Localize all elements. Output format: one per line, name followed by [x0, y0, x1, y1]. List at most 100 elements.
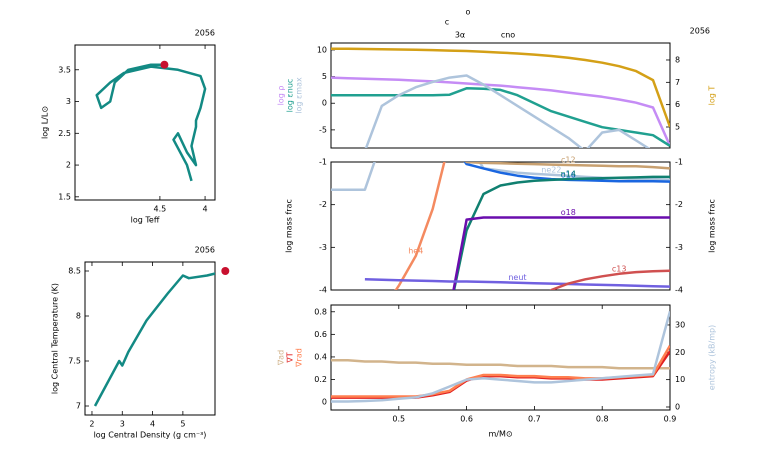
plot-frame	[330, 161, 671, 291]
y-tick-label: 2	[66, 161, 71, 170]
x-tick-label: 4	[203, 205, 208, 214]
y2-tick-label: 6	[675, 100, 680, 109]
y-tick-label: 0	[322, 398, 327, 407]
data-line	[331, 76, 670, 147]
plot-area	[93, 272, 215, 407]
y2-tick-label: 30	[675, 320, 685, 329]
legend-label: log εmax	[295, 77, 304, 114]
plot-area	[331, 162, 670, 290]
legend-label: neut	[508, 273, 526, 282]
legend-label: log T	[708, 86, 717, 106]
y2-axis-label: log mass frac	[708, 199, 717, 253]
legend-label: o16	[561, 170, 576, 179]
legend-label: c12	[561, 155, 576, 164]
y-tick-label: 2.5	[58, 129, 71, 138]
y-tick-label: 5	[322, 72, 327, 81]
data-line	[394, 162, 446, 290]
model-number: 2056	[195, 246, 215, 255]
data-line	[364, 278, 670, 288]
annotation: cno	[501, 31, 515, 40]
data-line	[93, 272, 215, 407]
y-tick-label: 8	[76, 312, 81, 321]
legend-label: o18	[561, 208, 576, 217]
legend-label: ne22	[541, 165, 561, 174]
x-tick-label: 2	[89, 420, 94, 429]
x-tick-label: 5	[180, 420, 185, 429]
y-tick-label: 1.5	[58, 192, 71, 201]
legend-label: c13	[612, 264, 627, 273]
data-line	[364, 74, 651, 148]
y2-tick-label: 0	[675, 402, 680, 411]
model-number: 2056	[690, 27, 710, 36]
x-tick-label: 0.7	[528, 415, 541, 424]
plot-area	[331, 47, 670, 148]
y2-tick-label: -2	[675, 200, 683, 209]
data-line	[331, 87, 670, 147]
x-axis-label: log Teff	[131, 216, 160, 225]
data-line	[331, 344, 670, 398]
y-axis-label: log mass frac	[285, 199, 294, 253]
plot-area	[95, 63, 207, 182]
x-axis-label: log Central Density (g cm⁻³)	[94, 431, 207, 440]
y-tick-label: 3.5	[58, 65, 71, 74]
legend-label: ∇T	[286, 352, 295, 363]
y2-tick-label: -3	[675, 243, 683, 252]
y-tick-label: 10	[317, 45, 327, 54]
y-tick-label: -5	[319, 125, 327, 134]
y2-tick-label: 10	[675, 375, 685, 384]
y-tick-label: -4	[319, 286, 327, 295]
y2-tick-label: 8	[675, 55, 680, 64]
data-line	[331, 310, 670, 403]
data-line	[331, 359, 670, 370]
x-axis-label: m/M⊙	[488, 430, 512, 439]
y2-tick-label: -1	[675, 158, 683, 167]
y-axis-label: log Central Temperature (K)	[51, 283, 60, 394]
data-line	[331, 47, 670, 128]
current-point	[221, 267, 230, 275]
x-tick-label: 3	[120, 420, 125, 429]
annotation: 3α	[455, 31, 465, 40]
y2-tick-label: 5	[675, 123, 680, 132]
data-line	[95, 63, 207, 182]
legend-label: ∇rad	[295, 348, 304, 368]
data-line	[452, 216, 670, 290]
y-tick-label: 3	[66, 97, 71, 106]
y-tick-label: 0.4	[314, 352, 327, 361]
data-line	[549, 269, 670, 290]
plot-frame	[330, 304, 671, 411]
y-tick-label: 7.5	[68, 357, 81, 366]
y-tick-label: 0	[322, 99, 327, 108]
y-tick-label: 0.6	[314, 330, 327, 339]
annotation: c	[445, 18, 449, 27]
plot-frame	[84, 261, 216, 416]
y2-tick-label: 7	[675, 78, 680, 87]
y2-tick-label: 20	[675, 348, 685, 357]
legend-label: he4	[408, 246, 423, 255]
legend-label: log ρ	[277, 86, 286, 106]
y-tick-label: -3	[319, 243, 327, 252]
y-axis-label: log L/L⊙	[41, 106, 50, 139]
x-tick-label: 0.9	[664, 415, 677, 424]
y2-tick-label: -4	[675, 286, 683, 295]
y-tick-label: 0.8	[314, 307, 327, 316]
y-tick-label: -1	[319, 158, 327, 167]
legend-label: log εnuc	[286, 79, 295, 113]
y-tick-label: 8.5	[68, 267, 81, 276]
plot-frame	[74, 44, 216, 201]
y-tick-label: 7	[76, 402, 81, 411]
legend-label: n14	[561, 170, 576, 179]
data-line	[452, 175, 670, 290]
annotation: o	[466, 8, 471, 17]
x-tick-label: 0.6	[460, 415, 473, 424]
x-tick-label: 0.5	[392, 415, 405, 424]
y-tick-label: 0.2	[314, 375, 327, 384]
x-tick-label: 4.5	[154, 205, 167, 214]
data-line	[463, 162, 670, 183]
y-tick-label: -2	[319, 200, 327, 209]
data-line	[465, 162, 670, 170]
model-number: 2056	[195, 29, 215, 38]
legend-label: entropy (kB/mp)	[708, 325, 717, 390]
current-point	[160, 60, 169, 69]
plot-area	[331, 310, 670, 403]
